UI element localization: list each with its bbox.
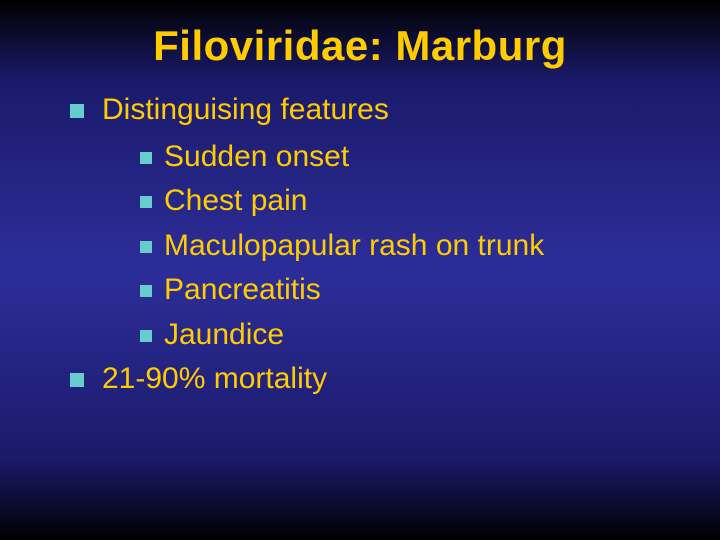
bullet-text: 21-90% mortality: [102, 359, 327, 400]
bullet-item-level2: Jaundice: [140, 315, 680, 356]
square-bullet-icon: [70, 373, 84, 387]
square-bullet-icon: [140, 241, 152, 253]
bullet-item-level2: Sudden onset: [140, 137, 680, 178]
bullet-text: Chest pain: [164, 181, 307, 222]
bullet-text: Pancreatitis: [164, 270, 321, 311]
bullet-item-level2: Maculopapular rash on trunk: [140, 226, 680, 267]
bullet-item-level2: Pancreatitis: [140, 270, 680, 311]
square-bullet-icon: [70, 104, 84, 118]
bullet-item-level1: Distinguising features: [70, 90, 680, 131]
bullet-item-level2: Chest pain: [140, 181, 680, 222]
square-bullet-icon: [140, 196, 152, 208]
slide-title: Filoviridae: Marburg: [0, 0, 720, 90]
square-bullet-icon: [140, 285, 152, 297]
bullet-item-level1: 21-90% mortality: [70, 359, 680, 400]
bullet-text: Sudden onset: [164, 137, 349, 178]
bullet-text: Distinguising features: [102, 90, 389, 131]
slide: Filoviridae: Marburg Distinguising featu…: [0, 0, 720, 540]
slide-content: Distinguising features Sudden onset Ches…: [0, 90, 720, 400]
square-bullet-icon: [140, 152, 152, 164]
bullet-text: Maculopapular rash on trunk: [164, 226, 544, 267]
square-bullet-icon: [140, 330, 152, 342]
bullet-text: Jaundice: [164, 315, 284, 356]
sublist: Sudden onset Chest pain Maculopapular ra…: [70, 137, 680, 356]
